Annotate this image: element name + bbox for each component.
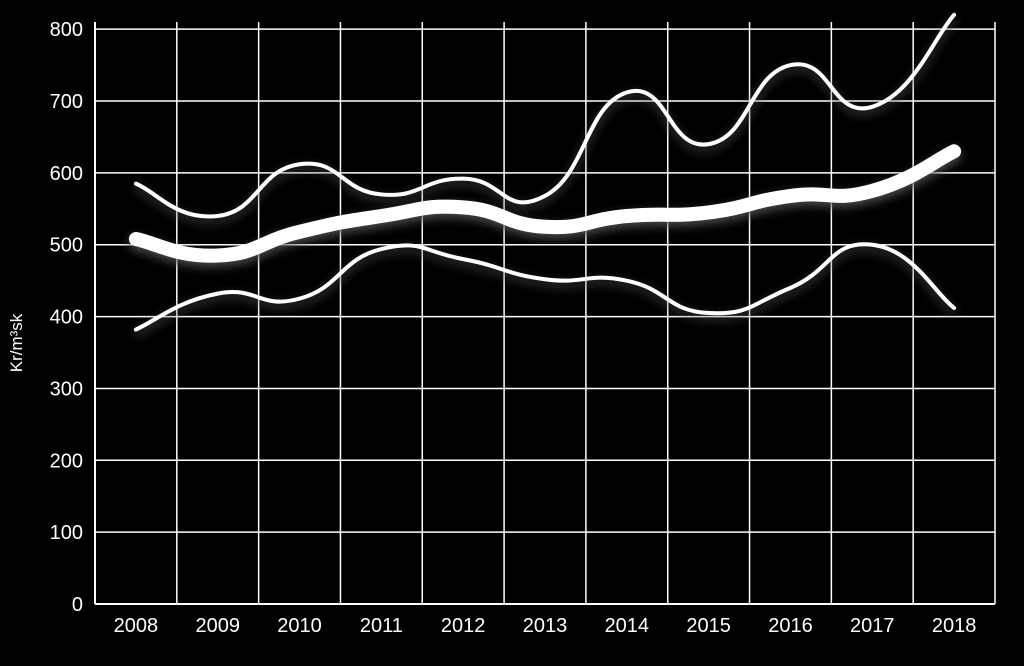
- x-tick-label: 2009: [195, 615, 240, 637]
- y-tick-label: 400: [50, 307, 83, 329]
- y-tick-label: 200: [50, 450, 83, 472]
- y-tick-label: 800: [50, 19, 83, 41]
- y-tick-label: 700: [50, 91, 83, 113]
- y-tick-label: 300: [50, 378, 83, 400]
- y-tick-label: 100: [50, 522, 83, 544]
- y-tick-label: 0: [72, 594, 83, 616]
- y-axis-title: Kr/m³sk: [7, 313, 26, 372]
- x-tick-label: 2014: [605, 615, 650, 637]
- x-tick-label: 2010: [277, 615, 322, 637]
- x-tick-label: 2008: [114, 615, 159, 637]
- x-tick-label: 2016: [768, 615, 813, 637]
- x-tick-label: 2012: [441, 615, 486, 637]
- x-tick-label: 2015: [686, 615, 731, 637]
- x-tick-label: 2013: [523, 615, 568, 637]
- x-tick-label: 2017: [850, 615, 895, 637]
- y-tick-label: 500: [50, 235, 83, 257]
- y-tick-label: 600: [50, 163, 83, 185]
- x-tick-label: 2018: [932, 615, 977, 637]
- x-tick-label: 2011: [360, 615, 403, 637]
- price-chart: 0 100 200 300 400 500 600 700 800 Kr/m³sk 2008 2009…: [0, 0, 1024, 666]
- chart-container: 0 100 200 300 400 500 600 700 800 Kr/m³sk 2008 2009…: [0, 0, 1024, 666]
